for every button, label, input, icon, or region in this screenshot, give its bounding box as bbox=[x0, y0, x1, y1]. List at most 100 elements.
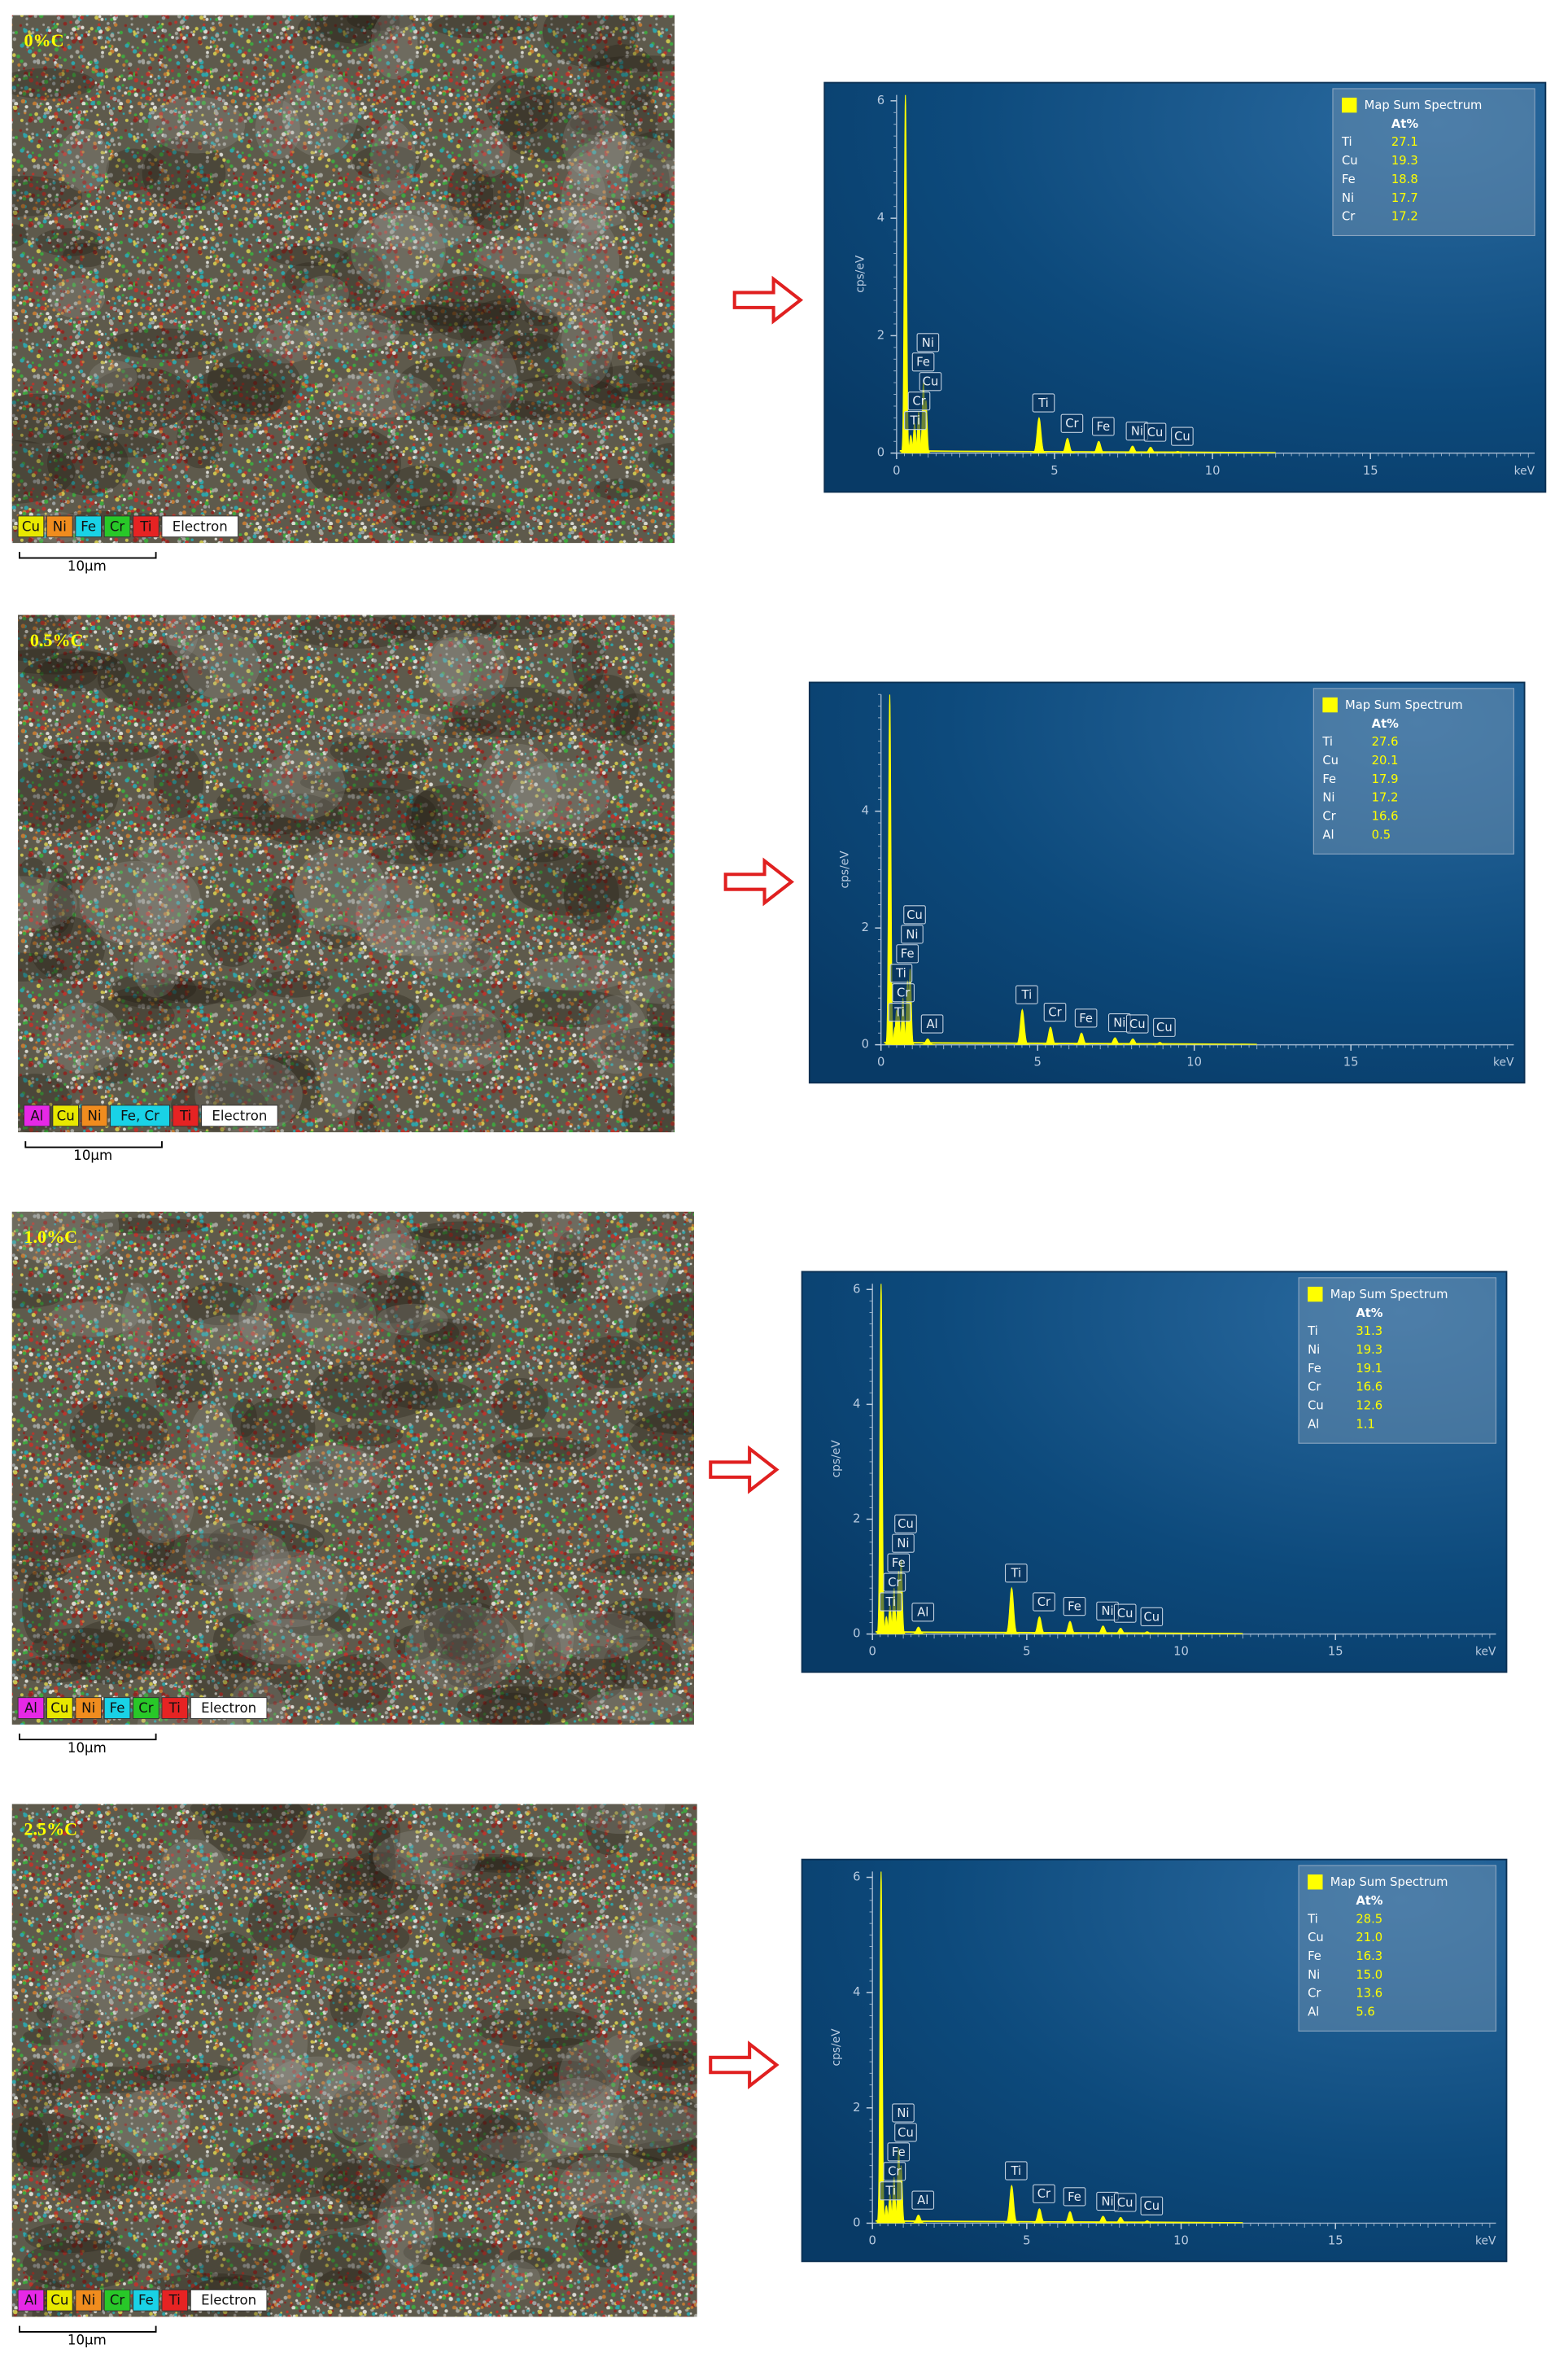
dark-region bbox=[628, 1408, 694, 1467]
dark-region bbox=[390, 2142, 428, 2170]
element-name: Ti bbox=[1307, 1912, 1318, 1926]
peak-label: Cr bbox=[1037, 2187, 1051, 2201]
element-value: 5.6 bbox=[1356, 2006, 1374, 2019]
peak-label-box bbox=[907, 391, 931, 411]
x-tick-label: 15 bbox=[1343, 1056, 1359, 1069]
dark-region bbox=[423, 1607, 477, 1660]
peak-label-box bbox=[911, 352, 935, 372]
y-tick-label: 2 bbox=[853, 2101, 860, 2115]
x-tick-label: 5 bbox=[1023, 1645, 1030, 1659]
dark-region bbox=[254, 794, 342, 845]
legend-chip bbox=[190, 2289, 268, 2312]
peak bbox=[884, 694, 896, 1045]
element-value: 19.1 bbox=[1356, 1362, 1382, 1376]
light-region bbox=[255, 322, 317, 364]
peak-label-box bbox=[1140, 2196, 1164, 2215]
y-tick-label: 6 bbox=[853, 1870, 860, 1884]
peak-label-box bbox=[1063, 1597, 1086, 1616]
peak bbox=[1062, 2211, 1078, 2224]
dark-region bbox=[410, 790, 443, 857]
light-region bbox=[347, 711, 445, 740]
peak bbox=[1031, 417, 1047, 453]
light-region bbox=[320, 2060, 402, 2143]
light-region bbox=[509, 761, 610, 829]
peak bbox=[1139, 2220, 1155, 2224]
x-tick-label: 10 bbox=[1173, 2234, 1189, 2248]
element-name: Cu bbox=[1308, 1399, 1324, 1413]
dark-region bbox=[590, 55, 675, 72]
dark-region bbox=[387, 2093, 423, 2159]
legend-chip bbox=[81, 1104, 108, 1127]
legend-chip bbox=[103, 2289, 131, 2312]
dark-region bbox=[11, 1290, 61, 1309]
dark-region bbox=[507, 2247, 556, 2269]
dark-region bbox=[329, 2083, 379, 2148]
column-header: At% bbox=[1391, 117, 1418, 131]
dark-region bbox=[352, 145, 421, 181]
dark-region bbox=[15, 1656, 92, 1683]
light-region bbox=[46, 1957, 164, 2023]
dark-region bbox=[400, 301, 522, 327]
dark-region bbox=[11, 393, 94, 444]
dark-region bbox=[299, 770, 421, 794]
peak bbox=[919, 1038, 936, 1045]
dark-region bbox=[46, 431, 129, 496]
dark-region bbox=[585, 44, 658, 112]
dark-region bbox=[448, 1256, 487, 1273]
peak-label-box bbox=[892, 2103, 915, 2123]
scale-bar-label: 10µm bbox=[68, 1740, 107, 1756]
dark-region bbox=[459, 299, 561, 359]
dark-region bbox=[142, 137, 226, 209]
element-value: 21.0 bbox=[1356, 1931, 1382, 1944]
dark-region bbox=[493, 1378, 548, 1430]
peak bbox=[1142, 446, 1159, 453]
eds-map bbox=[18, 615, 675, 1133]
element-value: 17.7 bbox=[1391, 191, 1418, 205]
y-tick-label: 4 bbox=[862, 804, 869, 818]
dark-region bbox=[477, 2008, 602, 2049]
y-tick-label: 4 bbox=[853, 1985, 860, 1999]
dark-region bbox=[111, 973, 197, 1004]
light-region bbox=[279, 1445, 383, 1502]
peak bbox=[1095, 2215, 1111, 2224]
legend-label: Electron bbox=[212, 1108, 267, 1123]
light-region bbox=[558, 2041, 620, 2115]
element-name: Ti bbox=[1341, 135, 1352, 149]
element-name: Cu bbox=[1308, 1931, 1324, 1944]
peak-label-box bbox=[1143, 422, 1167, 442]
peak bbox=[1015, 1008, 1030, 1045]
dark-region bbox=[284, 262, 338, 296]
y-tick-label: 0 bbox=[862, 1038, 869, 1052]
y-tick-label: 0 bbox=[853, 2215, 860, 2229]
dark-region bbox=[603, 1635, 679, 1691]
peak bbox=[876, 1871, 887, 2224]
light-region bbox=[587, 2100, 697, 2149]
dark-region bbox=[242, 2213, 369, 2231]
element-name: Cu bbox=[1342, 154, 1358, 168]
light-region bbox=[272, 2056, 364, 2100]
peak-label-box bbox=[920, 1014, 944, 1034]
light-region bbox=[561, 161, 607, 243]
light-region bbox=[159, 1839, 226, 1896]
light-region bbox=[629, 2178, 697, 2229]
peak bbox=[1062, 1621, 1078, 1634]
dark-region bbox=[635, 1293, 694, 1361]
light-region bbox=[587, 1688, 687, 1721]
element-value: 17.2 bbox=[1391, 210, 1418, 224]
light-region bbox=[130, 1464, 194, 1543]
dark-region bbox=[385, 1271, 425, 1335]
light-region bbox=[351, 212, 446, 292]
dark-region bbox=[382, 1380, 476, 1411]
dark-region bbox=[425, 274, 517, 342]
element-value: 13.6 bbox=[1356, 1987, 1382, 2001]
light-region bbox=[79, 860, 193, 946]
dark-region bbox=[379, 615, 497, 641]
dark-region bbox=[330, 732, 430, 768]
legend-label: Ti bbox=[168, 2293, 181, 2308]
peak-label: Fe bbox=[916, 356, 930, 370]
light-region bbox=[89, 360, 138, 394]
x-tick-label: 0 bbox=[869, 2234, 876, 2248]
peak bbox=[1004, 2184, 1020, 2224]
light-region bbox=[565, 218, 620, 304]
light-region bbox=[371, 15, 418, 80]
